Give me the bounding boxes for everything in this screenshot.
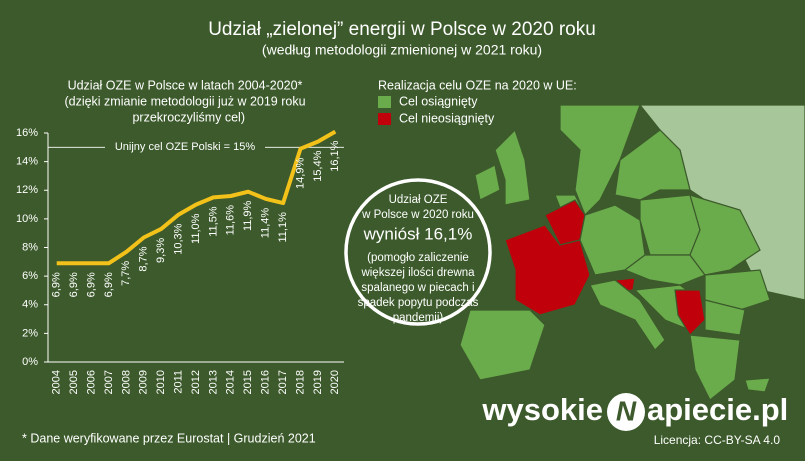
x-tick-label: 2012: [190, 370, 202, 394]
value-label: 6,9%: [85, 272, 97, 297]
x-tick-label: 2019: [312, 370, 324, 394]
callout-text: Udział OZE: [389, 194, 448, 206]
logo-icon: [607, 393, 645, 431]
x-tick-label: 2017: [277, 370, 289, 394]
x-tick-label: 2010: [155, 370, 167, 394]
x-tick-label: 2011: [172, 370, 184, 394]
y-tick-label: 4%: [22, 299, 38, 311]
legend-swatch: [378, 96, 391, 108]
france: [504, 224, 591, 316]
value-label: 11,5%: [207, 206, 219, 237]
y-tick-label: 2%: [22, 327, 38, 339]
value-label: 8,7%: [138, 246, 150, 271]
italy: [589, 279, 666, 351]
logo-part: wysokie: [481, 392, 603, 427]
callout-text: spalanego w piecach i: [361, 282, 474, 294]
chart-title: (dzięki zmianie metodologii już w 2019 r…: [64, 94, 305, 108]
country: [614, 129, 691, 201]
greece: [689, 334, 741, 401]
ireland: [474, 164, 501, 201]
x-tick-label: 2008: [120, 370, 132, 394]
target-label: Unijny cel OZE Polski = 15%: [115, 141, 256, 153]
x-tick-label: 2006: [85, 370, 97, 394]
iberia: [459, 309, 546, 381]
callout-text: (pomogło zaliczenie: [367, 252, 469, 264]
uk: [494, 128, 531, 206]
x-tick-label: 2015: [242, 370, 254, 394]
value-label: 11,0%: [190, 213, 202, 244]
y-tick-label: 14%: [16, 156, 38, 168]
x-tick-label: 2005: [68, 370, 80, 394]
value-label: 9,3%: [155, 238, 167, 263]
callout-circle: [344, 178, 492, 326]
bulgaria: [704, 299, 746, 336]
value-label: 11,4%: [260, 208, 272, 239]
serbia: [674, 289, 706, 336]
callout-text: wyniósł 16,1%: [363, 224, 473, 243]
value-label: 16,1%: [329, 140, 341, 171]
x-tick-label: 2014: [225, 370, 237, 394]
value-label: 6,9%: [68, 272, 80, 297]
cyprus: [744, 377, 771, 393]
target-label-bg: [105, 139, 265, 156]
data-line: [56, 129, 337, 266]
footer-note: * Dane weryfikowane przez Eurostat | Gru…: [22, 431, 316, 445]
value-label: 11,1%: [277, 212, 289, 243]
x-tick-label: 2013: [207, 370, 219, 394]
title: Udział „zielonej” energii w Polsce w 202…: [208, 19, 596, 40]
y-tick-label: 8%: [22, 241, 38, 253]
x-tick-label: 2004: [51, 370, 63, 394]
subtitle: (według metodologii zmienionej w 2021 ro…: [262, 42, 542, 58]
chart-title: Udział OZE w Polsce w latach 2004-2020*: [68, 78, 303, 92]
x-tick-label: 2009: [138, 370, 150, 394]
callout-text: większej ilości drewna: [360, 267, 475, 279]
license: Licencja: CC-BY-SA 4.0: [654, 433, 781, 447]
poland: [639, 194, 701, 256]
value-label: 10,3%: [172, 223, 184, 254]
y-tick-label: 16%: [16, 127, 38, 139]
value-label: 6,9%: [103, 272, 115, 297]
country: [689, 194, 761, 276]
value-label: 6,9%: [51, 272, 63, 297]
romania: [704, 269, 771, 311]
callout-text: spadek popytu podczas: [358, 297, 479, 309]
y-tick-label: 12%: [16, 184, 38, 196]
callout-text: w Polsce w 2020 roku: [361, 209, 474, 221]
value-label: 15,4%: [312, 150, 324, 181]
x-tick-label: 2016: [260, 370, 272, 394]
logo-part: N: [616, 395, 637, 426]
legend-swatch: [378, 113, 391, 125]
y-tick-label: 6%: [22, 270, 38, 282]
chart-title: przekroczyliśmy cel): [132, 110, 245, 124]
map: [344, 104, 805, 401]
callout-text: pandemii): [393, 312, 444, 324]
value-label: 14,9%: [294, 158, 306, 189]
x-tick-label: 2018: [294, 370, 306, 394]
x-tick-label: 2020: [329, 370, 341, 394]
y-tick-label: 0%: [22, 356, 38, 368]
y-tick-label: 10%: [16, 213, 38, 225]
logo-part: apiecie.pl: [647, 392, 788, 427]
value-label: 11,6%: [225, 205, 237, 236]
x-tick-label: 2007: [103, 370, 115, 394]
value-label: 7,7%: [120, 261, 132, 286]
legend-label: Cel nieosiągnięty: [399, 111, 495, 125]
legend-label: Cel osiągnięty: [399, 94, 478, 108]
value-label: 11,9%: [242, 200, 254, 231]
legend-title: Realizacja celu OZE na 2020 w UE:: [378, 78, 577, 92]
